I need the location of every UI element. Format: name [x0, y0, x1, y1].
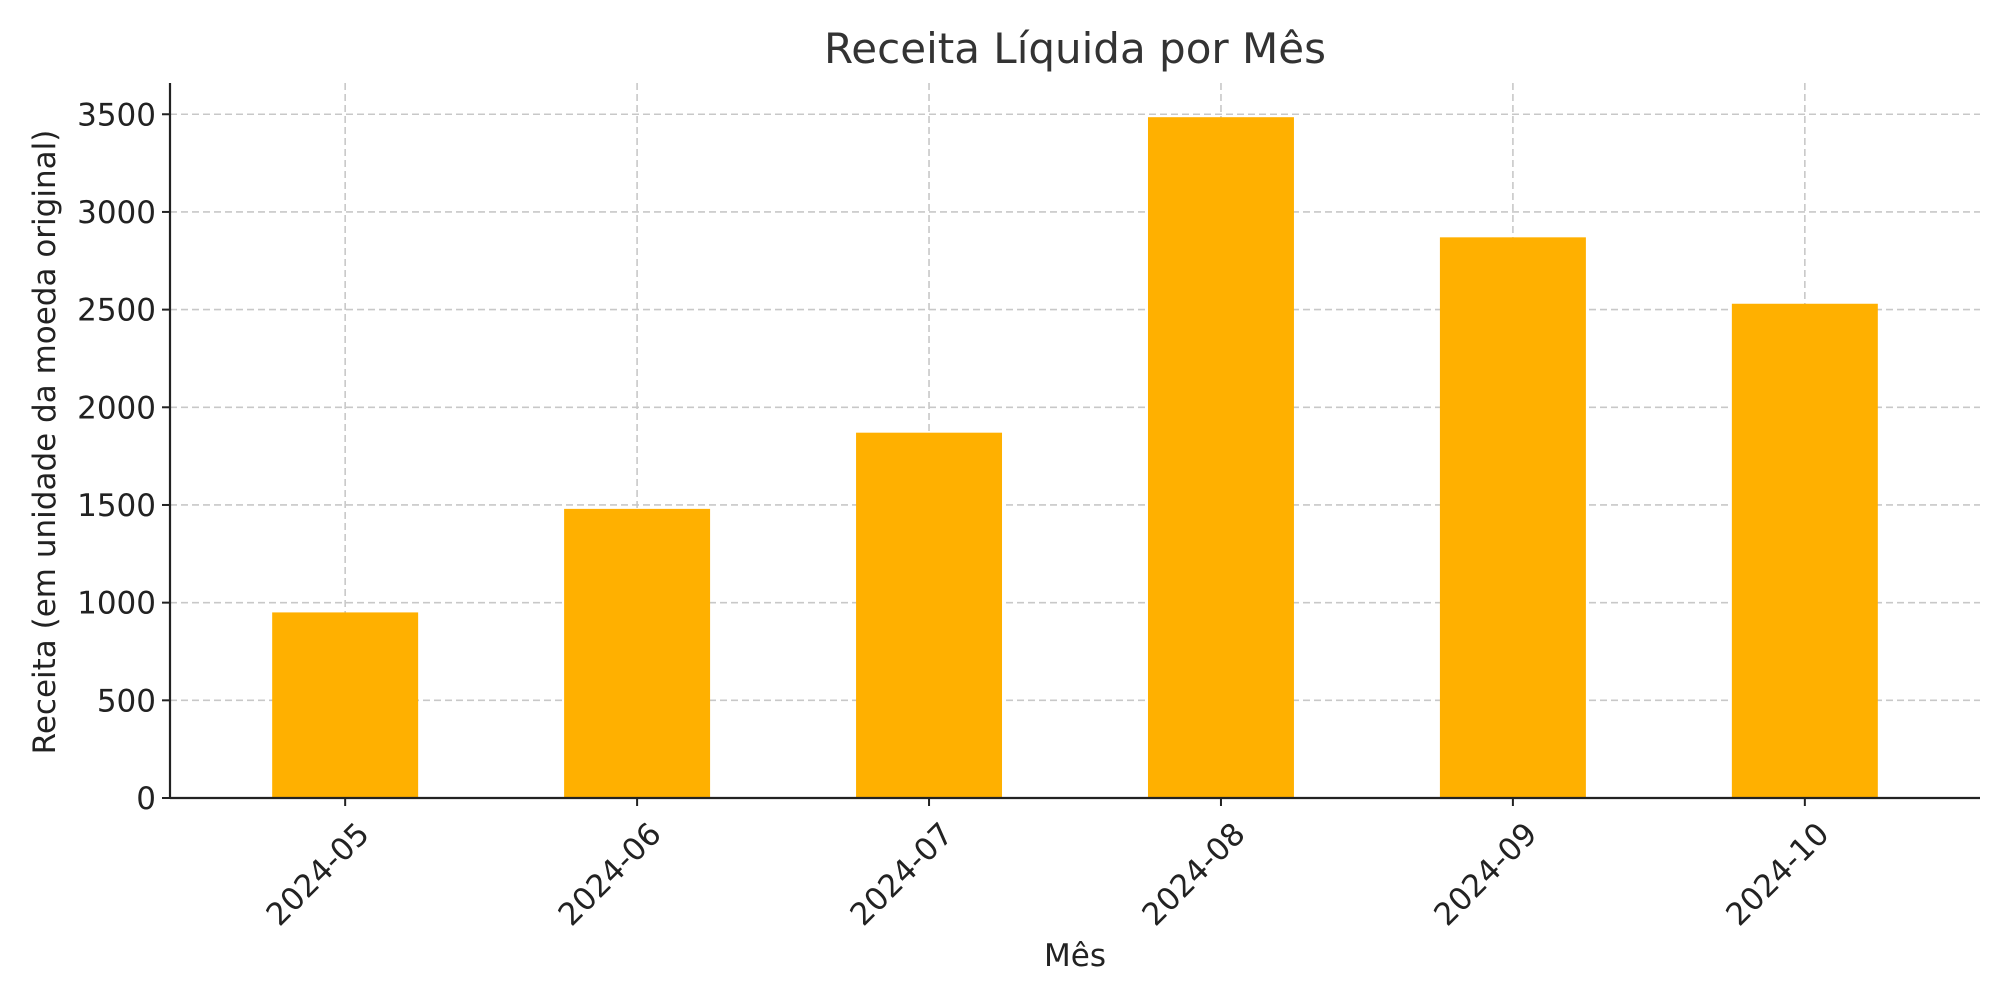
bar-2024-10 — [1731, 303, 1878, 798]
x-axis-label: Mês — [1044, 938, 1106, 974]
x-tick-label: 2024-06 — [552, 816, 669, 933]
y-tick-label: 3500 — [77, 97, 156, 133]
chart-title: Receita Líquida por Mês — [824, 24, 1326, 73]
bar-2024-05 — [272, 612, 419, 798]
bar-2024-07 — [856, 432, 1003, 798]
x-tick-label: 2024-10 — [1719, 816, 1836, 933]
x-tick-label: 2024-05 — [260, 816, 377, 933]
grid — [170, 83, 1980, 799]
y-tick-label: 500 — [97, 683, 156, 719]
bar-2024-06 — [564, 508, 711, 798]
y-axis-ticks: 0 500 1000 1500 2000 2500 3000 3500 — [77, 97, 170, 817]
y-tick-label: 0 — [136, 781, 156, 817]
x-tick-label: 2024-08 — [1135, 816, 1252, 933]
axes — [168, 83, 1980, 800]
x-tick-label: 2024-09 — [1427, 816, 1544, 933]
y-tick-label: 1000 — [77, 586, 156, 622]
bar-2024-09 — [1439, 237, 1586, 799]
y-tick-label: 2000 — [77, 390, 156, 426]
x-tick-label: 2024-07 — [843, 816, 960, 933]
bar-2024-08 — [1147, 117, 1294, 799]
y-axis-label: Receita (em unidade da moeda original) — [27, 130, 63, 755]
x-axis-ticks: 2024-05 2024-06 2024-07 2024-08 2024-09 2024-… — [260, 798, 1836, 933]
y-tick-label: 2500 — [77, 293, 156, 329]
y-tick-label: 3000 — [77, 195, 156, 231]
y-tick-label: 1500 — [77, 488, 156, 524]
bars — [272, 117, 1878, 799]
